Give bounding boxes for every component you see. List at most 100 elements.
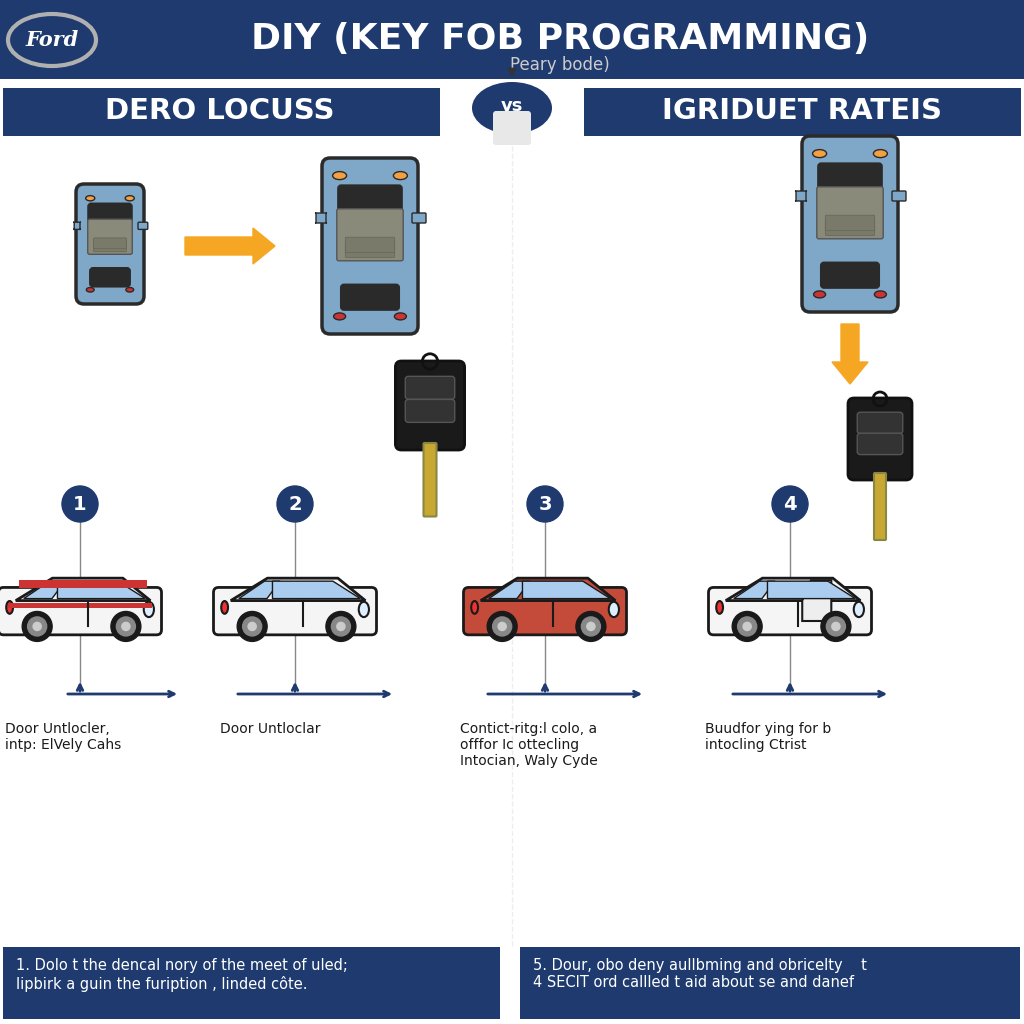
Circle shape — [772, 486, 808, 522]
FancyArrow shape — [185, 228, 275, 264]
Text: 4: 4 — [783, 495, 797, 513]
FancyBboxPatch shape — [322, 158, 418, 334]
Text: Buudfor ying for b
intocling Ctrist: Buudfor ying for b intocling Ctrist — [705, 722, 831, 753]
FancyBboxPatch shape — [892, 191, 906, 201]
FancyBboxPatch shape — [857, 433, 903, 455]
Text: 1. Dolo t the dencal nory of the meet of uled;
lipbirk a guin the fuription , li: 1. Dolo t the dencal nory of the meet of… — [16, 958, 348, 991]
FancyBboxPatch shape — [76, 184, 144, 304]
FancyBboxPatch shape — [90, 268, 130, 287]
FancyArrow shape — [831, 324, 868, 384]
FancyBboxPatch shape — [520, 947, 1020, 1019]
Ellipse shape — [333, 172, 346, 179]
Ellipse shape — [814, 291, 825, 298]
Ellipse shape — [394, 313, 407, 319]
Circle shape — [821, 611, 851, 641]
Circle shape — [23, 611, 52, 641]
FancyBboxPatch shape — [18, 581, 147, 588]
Circle shape — [238, 611, 267, 641]
Circle shape — [33, 623, 41, 631]
Ellipse shape — [125, 196, 134, 201]
FancyBboxPatch shape — [584, 88, 1021, 136]
Polygon shape — [230, 579, 366, 601]
Circle shape — [582, 616, 600, 636]
Text: 3: 3 — [539, 495, 552, 513]
FancyBboxPatch shape — [138, 222, 147, 229]
Polygon shape — [57, 582, 145, 599]
Circle shape — [826, 616, 846, 636]
Ellipse shape — [608, 602, 618, 617]
Text: Door Untloclar: Door Untloclar — [220, 722, 321, 736]
Circle shape — [248, 623, 256, 631]
FancyBboxPatch shape — [821, 262, 879, 288]
FancyBboxPatch shape — [88, 204, 132, 228]
Text: 2: 2 — [288, 495, 302, 513]
Ellipse shape — [873, 150, 888, 158]
FancyBboxPatch shape — [848, 398, 912, 480]
Circle shape — [326, 611, 356, 641]
FancyBboxPatch shape — [341, 285, 399, 310]
FancyBboxPatch shape — [3, 88, 440, 136]
Ellipse shape — [393, 172, 408, 179]
FancyBboxPatch shape — [0, 0, 1024, 79]
Ellipse shape — [471, 601, 478, 613]
Text: 1: 1 — [73, 495, 87, 513]
FancyBboxPatch shape — [795, 191, 807, 201]
Polygon shape — [726, 579, 860, 601]
Circle shape — [587, 623, 595, 631]
Polygon shape — [15, 579, 151, 601]
FancyBboxPatch shape — [88, 219, 132, 254]
Text: Peary bode): Peary bode) — [510, 56, 610, 74]
FancyBboxPatch shape — [406, 376, 455, 399]
Circle shape — [498, 623, 506, 631]
Circle shape — [337, 623, 345, 631]
Text: vs: vs — [501, 97, 523, 115]
FancyBboxPatch shape — [93, 238, 126, 249]
FancyBboxPatch shape — [874, 473, 886, 540]
FancyBboxPatch shape — [213, 588, 377, 635]
Circle shape — [732, 611, 762, 641]
FancyBboxPatch shape — [93, 241, 126, 252]
FancyBboxPatch shape — [709, 588, 871, 635]
Circle shape — [28, 616, 47, 636]
FancyBboxPatch shape — [493, 111, 531, 145]
Polygon shape — [488, 582, 530, 599]
FancyBboxPatch shape — [395, 361, 465, 450]
FancyBboxPatch shape — [802, 136, 898, 312]
Text: DIY (KEY FOB PROGRAMMING): DIY (KEY FOB PROGRAMMING) — [251, 22, 869, 56]
Ellipse shape — [716, 601, 723, 613]
Ellipse shape — [334, 313, 346, 319]
Polygon shape — [239, 582, 281, 599]
Ellipse shape — [813, 150, 826, 158]
Circle shape — [737, 616, 757, 636]
Circle shape — [278, 486, 313, 522]
Ellipse shape — [126, 288, 134, 292]
Circle shape — [493, 616, 512, 636]
FancyBboxPatch shape — [424, 443, 436, 516]
Circle shape — [332, 616, 350, 636]
Text: 5. Dour, obo deny aullbming and obricelty    t
4 SECIT ord callled t aid about s: 5. Dour, obo deny aullbming and obricelt… — [534, 958, 867, 990]
FancyBboxPatch shape — [0, 588, 162, 635]
FancyBboxPatch shape — [345, 238, 394, 253]
Ellipse shape — [86, 196, 95, 201]
Polygon shape — [767, 582, 855, 599]
FancyBboxPatch shape — [8, 603, 152, 608]
Circle shape — [122, 623, 130, 631]
Ellipse shape — [86, 288, 94, 292]
Circle shape — [243, 616, 262, 636]
Ellipse shape — [143, 602, 154, 617]
Circle shape — [831, 623, 840, 631]
FancyBboxPatch shape — [337, 209, 403, 261]
Polygon shape — [802, 581, 831, 621]
FancyBboxPatch shape — [338, 185, 401, 220]
Ellipse shape — [472, 82, 552, 134]
Text: Contict-ritg:l colo, a
offfor Ic ottecling
Intocian, Waly Cyde: Contict-ritg:l colo, a offfor Ic ottecli… — [460, 722, 598, 768]
Ellipse shape — [8, 14, 96, 66]
Circle shape — [527, 486, 563, 522]
Polygon shape — [522, 582, 610, 599]
Polygon shape — [734, 582, 775, 599]
Ellipse shape — [221, 601, 228, 613]
Circle shape — [111, 611, 141, 641]
Circle shape — [62, 486, 98, 522]
FancyBboxPatch shape — [825, 220, 874, 236]
Ellipse shape — [6, 601, 13, 613]
